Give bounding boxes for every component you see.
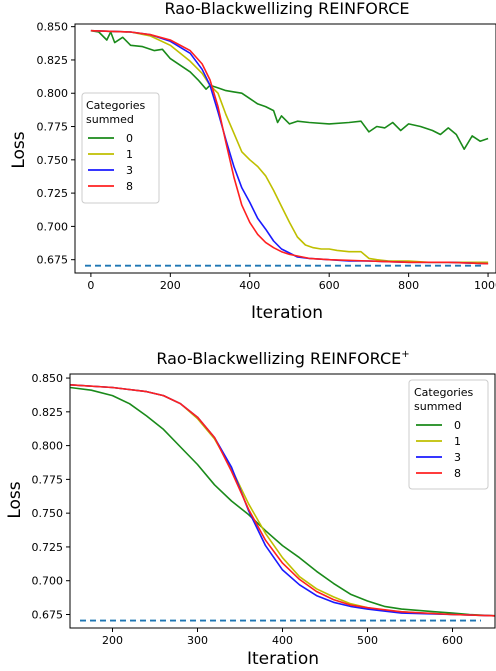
chart-top-legend-box — [81, 92, 160, 204]
chart-bottom-title-text: Rao-Blackwellizing REINFORCE — [156, 349, 401, 368]
chart-bottom-series-0-line — [70, 386, 495, 617]
chart-bottom-legend-box — [408, 379, 489, 490]
chart-top-ytick-label: 0.700 — [37, 220, 69, 233]
chart-top: Rao-Blackwellizing REINFORCE 0 200 400 600 8… — [9, 0, 496, 323]
chart-bottom-ytick-label: 0.750 — [32, 507, 64, 520]
chart-bottom-ylabel: Loss — [5, 481, 25, 518]
chart-top-legend-title-line1: Categories — [86, 99, 146, 112]
chart-top-legend-entries: 0 1 3 8 — [88, 132, 133, 193]
chart-bottom-xtick-label: 400 — [272, 634, 293, 647]
chart-top-ytick-label: 0.725 — [37, 187, 69, 200]
chart-bottom-ytick-label: 0.675 — [32, 608, 64, 621]
chart-bottom-ytick-label: 0.725 — [32, 541, 64, 554]
chart-bottom-plot-frame — [69, 373, 496, 629]
chart-bottom-xtick-label: 200 — [102, 634, 123, 647]
chart-top-series-8-line — [90, 29, 489, 265]
chart-top-legend-label-0: 0 — [126, 132, 133, 145]
chart-bottom-ytick-label: 0.700 — [32, 575, 64, 588]
chart-bottom-xlabel: Iteration — [247, 649, 319, 669]
chart-bottom-legend: Categories summed 0 1 3 8 — [408, 379, 489, 490]
chart-top-ytick-label: 0.675 — [37, 254, 69, 267]
chart-top-legend: Categories summed 0 1 3 8 — [81, 92, 160, 204]
chart-top-ylabel: Loss — [9, 131, 29, 168]
chart-bottom-series-8-line — [70, 384, 495, 617]
chart-top-xtick-label: 0 — [87, 279, 94, 292]
chart-bottom-ytick-label: 0.825 — [32, 406, 64, 419]
chart-bottom-legend-title-line1: Categories — [414, 386, 474, 399]
chart-top-xtick-label: 600 — [319, 279, 340, 292]
chart-top-xtick-label: 800 — [398, 279, 419, 292]
chart-top-ytick-label: 0.750 — [37, 154, 69, 167]
chart-top-ytick-label: 0.850 — [37, 21, 69, 34]
chart-bottom-plot-content: 200 300 400 500 600 0.675 0.700 0.725 0.750 0.775… — [32, 372, 495, 647]
chart-bottom-xtick-label: 600 — [442, 634, 463, 647]
chart-top-xlabel: Iteration — [251, 303, 323, 323]
chart-bottom-legend-label-1: 1 — [454, 435, 461, 448]
chart-bottom-legend-title-line2: summed — [414, 400, 462, 413]
chart-bottom-legend-label-0: 0 — [454, 419, 461, 432]
chart-bottom-legend-label-3: 3 — [454, 451, 461, 464]
chart-bottom-ytick-label: 0.850 — [32, 372, 64, 385]
chart-top-ytick-label: 0.800 — [37, 87, 69, 100]
chart-bottom-ytick-label: 0.800 — [32, 440, 64, 453]
chart-top-title: Rao-Blackwellizing REINFORCE — [165, 0, 410, 18]
chart-bottom: Rao-Blackwellizing REINFORCE+ 200 300 400 5… — [5, 349, 496, 669]
chart-bottom-xtick-label: 300 — [187, 634, 208, 647]
chart-top-plot-frame — [74, 23, 496, 274]
chart-top-legend-label-3: 3 — [126, 164, 133, 177]
chart-top-legend-title-line2: summed — [86, 113, 134, 126]
chart-bottom-ytick-label: 0.775 — [32, 473, 64, 486]
chart-top-xtick-label: 400 — [239, 279, 260, 292]
chart-top-xtick-label: 200 — [160, 279, 181, 292]
chart-bottom-title-superscript: + — [401, 349, 409, 360]
chart-bottom-xtick-label: 500 — [357, 634, 378, 647]
chart-top-series-1-line — [90, 29, 489, 264]
chart-bottom-legend-entries: 0 1 3 8 — [416, 419, 461, 480]
chart-top-legend-label-8: 8 — [126, 180, 133, 193]
chart-top-series-0-line — [90, 29, 489, 150]
chart-bottom-legend-label-8: 8 — [454, 467, 461, 480]
chart-top-ytick-label: 0.825 — [37, 54, 69, 67]
chart-top-ytick-label: 0.775 — [37, 121, 69, 134]
chart-top-legend-label-1: 1 — [126, 148, 133, 161]
chart-bottom-title: Rao-Blackwellizing REINFORCE+ — [156, 349, 409, 368]
